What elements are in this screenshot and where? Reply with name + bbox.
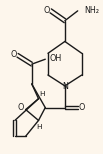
Text: H: H — [40, 91, 45, 97]
Text: OH: OH — [49, 54, 62, 63]
Text: O: O — [11, 50, 17, 59]
Text: H: H — [36, 124, 42, 130]
Text: O: O — [18, 103, 24, 113]
Text: N: N — [62, 82, 68, 91]
Text: O: O — [79, 103, 85, 112]
Text: NH₂: NH₂ — [84, 6, 99, 15]
Text: O: O — [43, 6, 50, 15]
